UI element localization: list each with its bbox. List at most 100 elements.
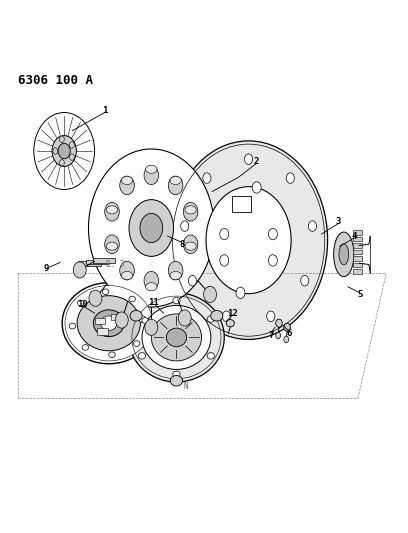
Ellipse shape	[169, 176, 183, 195]
Ellipse shape	[129, 293, 224, 382]
Ellipse shape	[170, 141, 328, 340]
Ellipse shape	[65, 286, 153, 361]
Ellipse shape	[129, 200, 174, 256]
Text: 7: 7	[268, 331, 273, 340]
Ellipse shape	[188, 276, 197, 286]
Ellipse shape	[252, 182, 261, 193]
Bar	[93, 259, 115, 263]
Ellipse shape	[206, 187, 291, 294]
Ellipse shape	[129, 296, 135, 302]
Ellipse shape	[226, 320, 234, 327]
Ellipse shape	[77, 296, 140, 351]
Ellipse shape	[105, 203, 119, 221]
Text: 2: 2	[254, 157, 259, 166]
Ellipse shape	[308, 221, 317, 231]
Ellipse shape	[268, 229, 277, 240]
Ellipse shape	[130, 310, 142, 321]
Ellipse shape	[276, 332, 281, 338]
Ellipse shape	[52, 135, 76, 166]
Ellipse shape	[220, 255, 229, 266]
Ellipse shape	[185, 206, 196, 214]
Ellipse shape	[185, 242, 196, 250]
Ellipse shape	[121, 176, 133, 184]
Ellipse shape	[169, 261, 183, 280]
Ellipse shape	[173, 297, 180, 304]
Ellipse shape	[267, 311, 275, 321]
Ellipse shape	[53, 148, 58, 154]
Bar	[353, 250, 361, 254]
Ellipse shape	[69, 142, 74, 148]
Ellipse shape	[183, 235, 198, 254]
Text: 6: 6	[286, 329, 292, 338]
Ellipse shape	[276, 319, 282, 327]
Ellipse shape	[115, 312, 128, 328]
Text: N: N	[184, 382, 188, 391]
Ellipse shape	[170, 176, 181, 184]
Ellipse shape	[284, 323, 290, 332]
Bar	[98, 328, 108, 335]
Ellipse shape	[146, 282, 157, 291]
Ellipse shape	[203, 173, 211, 183]
Ellipse shape	[334, 232, 354, 277]
Ellipse shape	[268, 255, 277, 266]
Ellipse shape	[284, 336, 289, 343]
Ellipse shape	[69, 323, 75, 329]
Ellipse shape	[244, 154, 253, 164]
Bar	[111, 314, 121, 320]
Ellipse shape	[301, 276, 309, 286]
Ellipse shape	[222, 311, 231, 321]
Ellipse shape	[144, 166, 159, 184]
Bar	[78, 261, 101, 265]
Ellipse shape	[109, 352, 115, 358]
Bar	[86, 260, 108, 264]
Ellipse shape	[211, 310, 223, 321]
Bar	[353, 263, 361, 268]
Ellipse shape	[138, 353, 146, 359]
Text: 6306 100 A: 6306 100 A	[18, 74, 93, 87]
Ellipse shape	[170, 271, 181, 280]
Ellipse shape	[166, 328, 186, 347]
Text: 8: 8	[179, 240, 184, 249]
Ellipse shape	[60, 159, 64, 166]
Ellipse shape	[58, 143, 70, 159]
Text: 4: 4	[351, 232, 357, 240]
Ellipse shape	[145, 319, 158, 335]
Ellipse shape	[151, 314, 202, 361]
Ellipse shape	[105, 235, 119, 254]
Ellipse shape	[339, 244, 349, 265]
Ellipse shape	[93, 310, 124, 337]
Text: 3: 3	[335, 217, 340, 227]
Text: 10: 10	[77, 301, 88, 310]
Bar	[233, 196, 251, 212]
Bar	[353, 230, 361, 235]
Ellipse shape	[181, 221, 189, 231]
Bar	[353, 269, 361, 274]
Ellipse shape	[78, 300, 84, 306]
Bar	[353, 256, 361, 261]
Ellipse shape	[121, 271, 133, 280]
Text: B. 3: B. 3	[106, 260, 124, 269]
Ellipse shape	[133, 341, 140, 346]
Ellipse shape	[286, 173, 294, 183]
Ellipse shape	[207, 316, 215, 322]
Ellipse shape	[106, 242, 118, 250]
Ellipse shape	[120, 261, 134, 280]
Ellipse shape	[183, 203, 198, 221]
Ellipse shape	[178, 310, 191, 326]
Text: 11: 11	[148, 298, 159, 308]
Ellipse shape	[89, 290, 102, 306]
Ellipse shape	[69, 154, 74, 160]
Ellipse shape	[171, 376, 182, 386]
Ellipse shape	[62, 282, 155, 364]
Ellipse shape	[140, 213, 163, 243]
Ellipse shape	[146, 165, 157, 173]
Ellipse shape	[204, 286, 217, 303]
Ellipse shape	[34, 112, 95, 190]
Bar	[353, 237, 361, 241]
Ellipse shape	[82, 345, 89, 350]
Ellipse shape	[220, 229, 229, 240]
Ellipse shape	[173, 371, 180, 377]
Ellipse shape	[138, 316, 146, 322]
Bar	[95, 318, 105, 325]
Ellipse shape	[102, 289, 109, 295]
